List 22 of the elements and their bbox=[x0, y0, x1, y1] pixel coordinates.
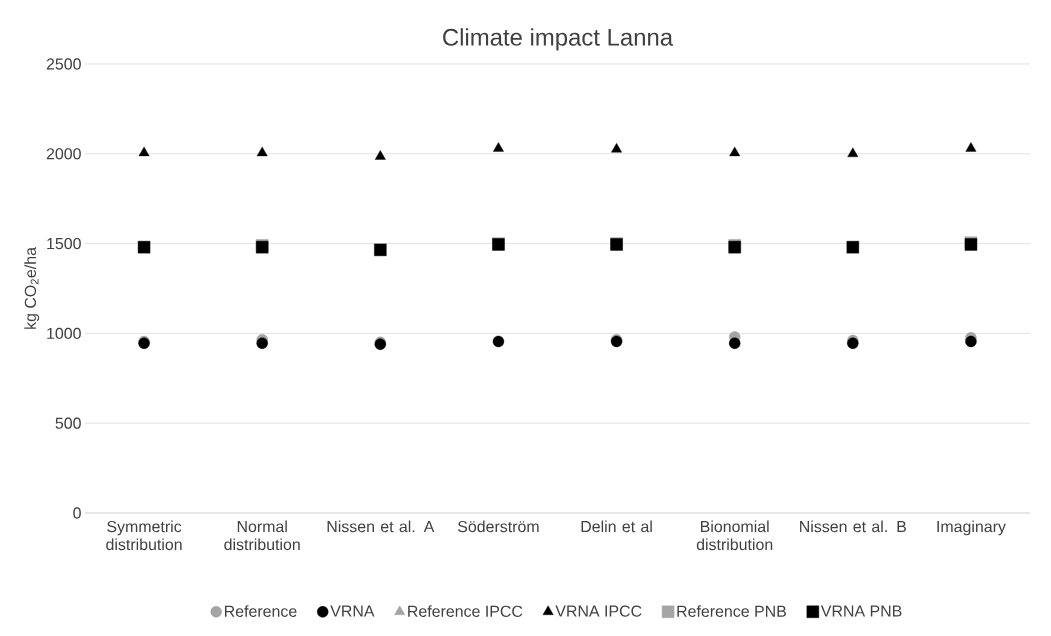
x-tick-label: Imaginary bbox=[937, 520, 1006, 536]
y-tick-label: 2500 bbox=[46, 58, 81, 70]
x-tick-label: Nissen et al. B bbox=[800, 520, 906, 533]
legend-label: VRNA bbox=[330, 605, 375, 617]
legend-label: Reference IPCC bbox=[408, 605, 523, 617]
legend-label: VRNA PNB bbox=[820, 605, 902, 617]
legend-label: Reference bbox=[225, 605, 297, 617]
legend-label: VRNA IPCC bbox=[555, 605, 642, 617]
y-tick-label: 1000 bbox=[47, 327, 81, 340]
y-tick-label: 0 bbox=[73, 507, 81, 519]
y-axis-title: kg CO$_{2}$e/ha bbox=[24, 247, 40, 329]
chart-title: Climate impact Lanna bbox=[443, 28, 674, 51]
y-tick-label: 500 bbox=[55, 417, 81, 429]
y-tick-label: 2000 bbox=[46, 148, 81, 160]
y-tick-label: 1500 bbox=[47, 237, 81, 250]
x-tick-label: Symmetric distribution bbox=[106, 520, 182, 551]
legend-label: Reference PNB bbox=[677, 605, 786, 617]
x-tick-label: Normal distribution bbox=[224, 520, 300, 551]
x-tick-label: Nissen et al. A bbox=[327, 520, 435, 533]
x-tick-label: Söderström bbox=[457, 520, 539, 533]
x-tick-label: Delin et al bbox=[581, 520, 652, 533]
x-tick-label: Bionomial distribution bbox=[696, 520, 773, 551]
